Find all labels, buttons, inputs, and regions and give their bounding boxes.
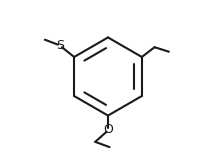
Text: S: S bbox=[56, 39, 64, 52]
Text: O: O bbox=[103, 123, 113, 136]
